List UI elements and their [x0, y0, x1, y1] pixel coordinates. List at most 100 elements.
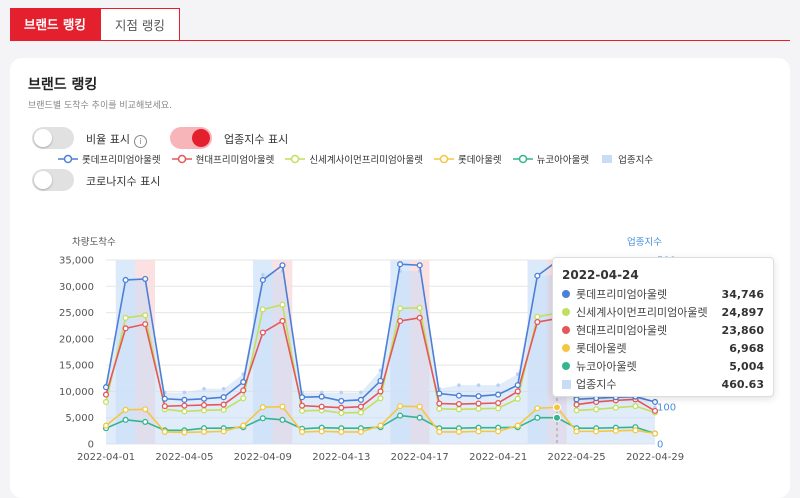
- series-point: [318, 428, 325, 435]
- series-point: [416, 304, 423, 311]
- series-point: [220, 428, 227, 435]
- industry-index-point: [457, 383, 461, 387]
- y-tick-label: 0: [88, 440, 94, 451]
- series-point: [259, 415, 266, 422]
- series-dot-icon: [562, 326, 570, 334]
- series-point: [455, 428, 462, 435]
- series-dot-icon: [562, 308, 570, 316]
- legend-item-lotte-outlet[interactable]: 롯데아울렛: [433, 152, 502, 166]
- y-tick-label: 20,000: [59, 334, 94, 345]
- tooltip-series-value: 24,897: [721, 306, 764, 319]
- toggle-knob: [34, 171, 52, 189]
- series-point: [240, 378, 247, 386]
- series-point: [122, 406, 129, 413]
- series-point: [573, 401, 580, 408]
- series-point: [259, 276, 266, 284]
- y-tick-label: 15,000: [59, 361, 94, 372]
- legend-line-marker-icon: [285, 154, 306, 164]
- highlight-point: [552, 403, 561, 412]
- y2-tick-label: 100: [657, 403, 676, 414]
- series-point: [122, 416, 129, 423]
- series-point: [397, 403, 404, 410]
- corona-index-toggle-label: 코로나지수 표시: [86, 175, 161, 188]
- x-tick-label: 2022-04-25: [548, 452, 606, 463]
- tooltip-series-name: 롯데프리미엄아울렛: [576, 288, 668, 301]
- legend-label: 롯데아울렛: [457, 155, 502, 166]
- tooltip-row: 현대프리미엄아울렛 23,860: [562, 323, 766, 339]
- info-icon[interactable]: i: [133, 135, 147, 148]
- series-point: [161, 403, 168, 410]
- series-point: [338, 409, 345, 417]
- tab-brand-ranking[interactable]: 브랜드 랭킹: [10, 8, 100, 41]
- series-point: [593, 406, 600, 413]
- corona-index-toggle[interactable]: [32, 169, 74, 191]
- series-point: [299, 402, 306, 409]
- series-point: [436, 400, 443, 407]
- series-point: [534, 405, 541, 412]
- tab-underline: [10, 40, 790, 41]
- series-square-icon: [562, 380, 571, 389]
- series-point: [142, 275, 149, 282]
- series-point: [514, 382, 521, 389]
- series-point: [181, 402, 188, 409]
- series-point: [455, 392, 462, 399]
- series-point: [122, 314, 129, 321]
- series-point: [455, 406, 462, 413]
- ratio-toggle[interactable]: [32, 127, 74, 149]
- tooltip-series-name: 롯데아울렛: [576, 342, 627, 355]
- industry-index-point: [221, 387, 226, 391]
- series-point: [495, 405, 502, 412]
- series-point: [514, 395, 521, 402]
- series-point: [377, 388, 384, 395]
- legend-label: 롯데프리미엄아울렛: [82, 155, 161, 166]
- series-point: [397, 305, 404, 312]
- legend-item-newcore-outlet[interactable]: 뉴코아아울렛: [512, 152, 589, 166]
- legend-item-lotte-premium[interactable]: 롯데프리미엄아울렛: [58, 152, 161, 166]
- series-point: [102, 422, 110, 429]
- series-point: [279, 403, 286, 410]
- legend-label: 업종지수: [618, 155, 654, 166]
- series-point: [514, 388, 521, 395]
- legend-item-hyundai-premium[interactable]: 현대프리미엄아울렛: [171, 152, 274, 166]
- series-point: [279, 317, 286, 325]
- legend-item-shinsegae-premium[interactable]: 신세계사이먼프리미엄아울렛: [285, 152, 423, 166]
- series-point: [357, 428, 364, 435]
- series-point: [200, 407, 208, 414]
- legend-item-industry-index[interactable]: 업종지수: [600, 152, 653, 166]
- legend-label: 신세계사이먼프리미엄아울렛: [309, 155, 423, 166]
- x-tick-label: 2022-04-01: [77, 452, 135, 463]
- series-dot-icon: [562, 344, 570, 352]
- series-point: [181, 429, 188, 436]
- x-tick-label: 2022-04-21: [469, 452, 527, 463]
- series-point: [357, 396, 364, 403]
- series-point: [142, 312, 149, 319]
- ratio-toggle-label: 비율 표시: [86, 133, 130, 146]
- series-point: [632, 427, 639, 434]
- series-point: [495, 391, 502, 398]
- tooltip-series-value: 34,746: [721, 288, 764, 301]
- series-point: [338, 404, 345, 411]
- series-point: [651, 430, 659, 437]
- industry-index-point: [476, 383, 481, 387]
- series-point: [122, 276, 129, 284]
- series-point: [397, 412, 404, 419]
- series-point: [651, 398, 659, 405]
- series-point: [181, 396, 188, 403]
- series-point: [299, 428, 306, 435]
- series-point: [200, 428, 208, 435]
- series-point: [377, 377, 384, 384]
- y-tick-label: 25,000: [59, 308, 94, 319]
- series-point: [495, 399, 502, 407]
- series-point: [240, 387, 247, 394]
- tooltip-date: 2022-04-24: [562, 268, 639, 282]
- series-point: [475, 428, 482, 435]
- series-point: [573, 396, 580, 403]
- tooltip-series-value: 23,860: [721, 324, 764, 337]
- series-point: [279, 416, 286, 423]
- legend-line-marker-icon: [171, 154, 192, 164]
- card-title: 브랜드 랭킹: [28, 77, 98, 93]
- series-point: [416, 403, 423, 410]
- series-point: [318, 403, 325, 410]
- industry-index-toggle[interactable]: [170, 127, 212, 149]
- series-point: [475, 405, 482, 412]
